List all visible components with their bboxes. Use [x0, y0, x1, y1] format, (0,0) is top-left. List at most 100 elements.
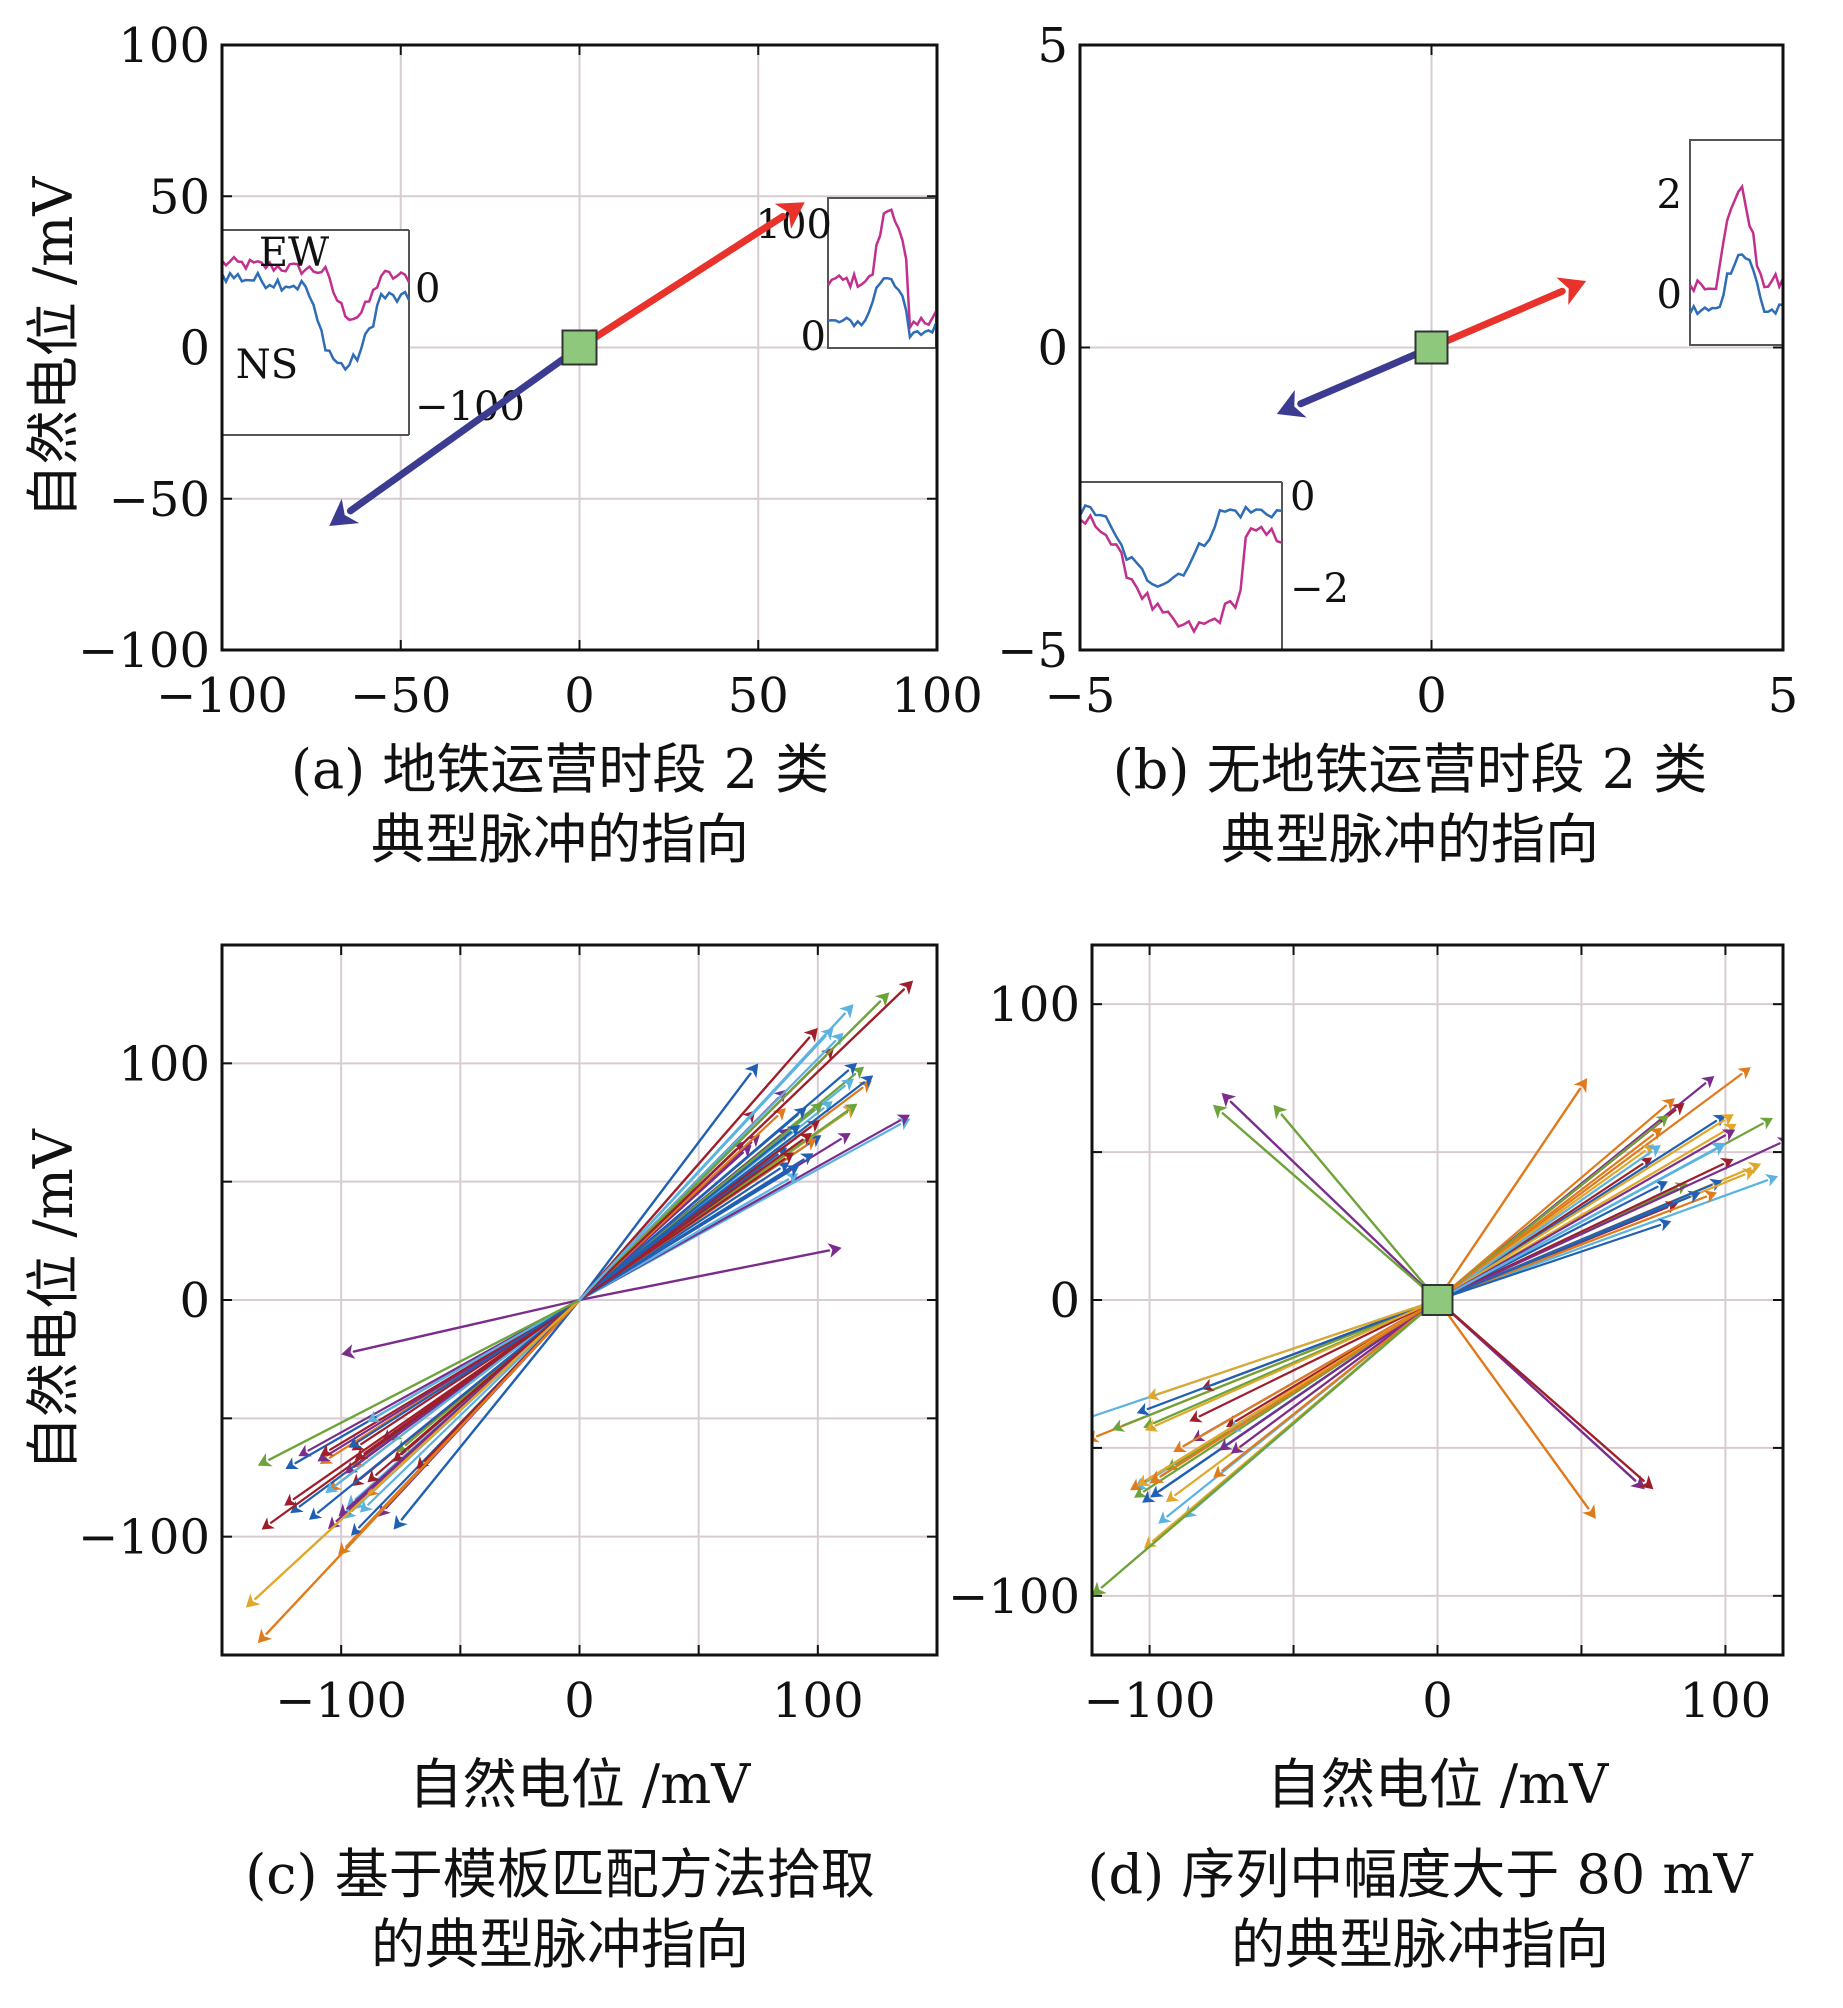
caption-c-text: (c) 基于模板匹配方法拾取 的典型脉冲指向 [245, 1843, 875, 1976]
inset-tick-label: −2 [1290, 566, 1349, 612]
ns-trace [1078, 504, 1283, 589]
y-tick-label: −100 [78, 623, 210, 679]
x-axis-label: 自然电位 /mV [409, 1753, 752, 1816]
vector-arrow [1221, 1092, 1439, 1302]
vector-arrow [1213, 1298, 1439, 1478]
vector-arrow [257, 1298, 581, 1467]
x-tick-label: 100 [772, 1673, 864, 1729]
vector-arrow [1149, 1298, 1439, 1484]
y-tick-label: 0 [179, 1273, 210, 1329]
inset-tick-label: 0 [1290, 474, 1315, 520]
ew-trace [221, 255, 411, 322]
y-tick-label: −50 [109, 472, 210, 528]
ticks-b [1080, 45, 1783, 650]
x-tick-label: 100 [891, 668, 983, 724]
vector-arrow [1436, 1190, 1701, 1302]
inset-tick-label: 2 [1657, 172, 1682, 218]
vector-arrow [341, 1298, 581, 1359]
y-axis-label: 自然电位 /mV [22, 176, 85, 519]
caption-b: (b) 无地铁运营时段 2 类典型脉冲的指向 [1060, 735, 1760, 875]
x-tick-label: 0 [1416, 668, 1447, 724]
x-tick-label: −100 [156, 668, 288, 724]
y-tick-label: 5 [1037, 18, 1068, 74]
vector-arrow [325, 1298, 581, 1494]
upper-right-inset: 20 [1657, 139, 1785, 346]
origin-marker [561, 329, 598, 366]
vector-arrow [1436, 1078, 1588, 1302]
vector-arrow [1436, 1218, 1672, 1302]
y-tick-label: 50 [149, 169, 210, 225]
y-tick-label: 100 [988, 977, 1080, 1033]
vector-arrow [393, 1298, 581, 1530]
y-tick-label: 0 [1049, 1273, 1080, 1329]
caption-b-text: (b) 无地铁运营时段 2 类典型脉冲的指向 [1112, 738, 1708, 871]
x-tick-label: −50 [350, 668, 451, 724]
vector-arrow [1212, 1104, 1439, 1302]
ew-trace [1079, 513, 1283, 635]
caption-d-text: (d) 序列中幅度大于 80 mV 的典型脉冲指向 [1087, 1843, 1753, 1976]
vector-arrow [578, 1165, 800, 1302]
x-tick-label: 50 [728, 668, 789, 724]
y-tick-label: −100 [948, 1569, 1080, 1625]
plot-frame [1090, 943, 1785, 1657]
vector-arrow [1273, 1104, 1439, 1302]
ns-trace [1688, 253, 1784, 316]
ew-trace [826, 208, 938, 332]
inset-tick-label: 0 [1657, 272, 1682, 318]
y-tick-label: −5 [997, 623, 1068, 679]
vector-arrow [261, 1298, 581, 1530]
vector-arrow [1436, 1145, 1661, 1302]
vector-arrow [578, 1004, 854, 1302]
vector-arrow [1436, 1114, 1734, 1302]
y-tick-label: 100 [118, 1036, 210, 1092]
y-axis-label: 自然电位 /mV [22, 1128, 85, 1471]
x-tick-label: −5 [1045, 668, 1116, 724]
vector-arrow [578, 980, 914, 1302]
caption-c: (c) 基于模板匹配方法拾取 的典型脉冲指向 [210, 1840, 910, 1980]
vectors-d [1092, 1067, 1783, 1596]
vector-arrow [1436, 1298, 1654, 1490]
ew-trace [1688, 183, 1785, 294]
vector-arrow [578, 1063, 759, 1302]
inset-tick-label: 0 [415, 266, 440, 312]
arrow-purple [329, 344, 583, 526]
lower-left-inset: 0 −2 [1078, 474, 1349, 650]
vectors-c [245, 980, 914, 1644]
ns-label: NS [236, 342, 298, 388]
vector-arrow [1173, 1298, 1439, 1452]
y-tick-label: 0 [179, 321, 210, 377]
y-tick-label: −100 [78, 1510, 210, 1566]
x-tick-label: 0 [564, 668, 595, 724]
arrow-red [576, 202, 805, 351]
vector-arrow [1436, 1127, 1663, 1302]
vector-arrow [578, 1152, 795, 1302]
plot-frame [220, 943, 939, 1657]
panel-c: −100 0 100 −100 0 100 自然电位 /mV 自然电位 /mV [22, 943, 939, 1816]
vector-arrow [1436, 1129, 1736, 1302]
panel-d: −100 0 100 −100 0 100 自然电位 /mV [948, 943, 1785, 1816]
vector-arrow [245, 1298, 581, 1608]
x-tick-label: 0 [1422, 1673, 1453, 1729]
arrow-red [1428, 277, 1587, 351]
plot-frame [1078, 43, 1785, 652]
vector-arrow [1436, 1098, 1675, 1302]
y-tick-label: 100 [118, 18, 210, 74]
vector-arrow [578, 1243, 842, 1302]
origin-marker [1414, 330, 1449, 365]
arrow-purple [1276, 344, 1435, 418]
vector-arrow [257, 1298, 581, 1644]
vector-arrow [1230, 1298, 1439, 1454]
vector-arrow [348, 1298, 581, 1448]
vector-arrow [1436, 1298, 1596, 1519]
vector-arrow [578, 1107, 807, 1302]
ns-trace [827, 276, 938, 341]
vector-arrow [578, 992, 890, 1302]
ew-label: EW [259, 230, 329, 276]
x-tick-label: −100 [1084, 1673, 1216, 1729]
vector-arrow [578, 1027, 818, 1302]
